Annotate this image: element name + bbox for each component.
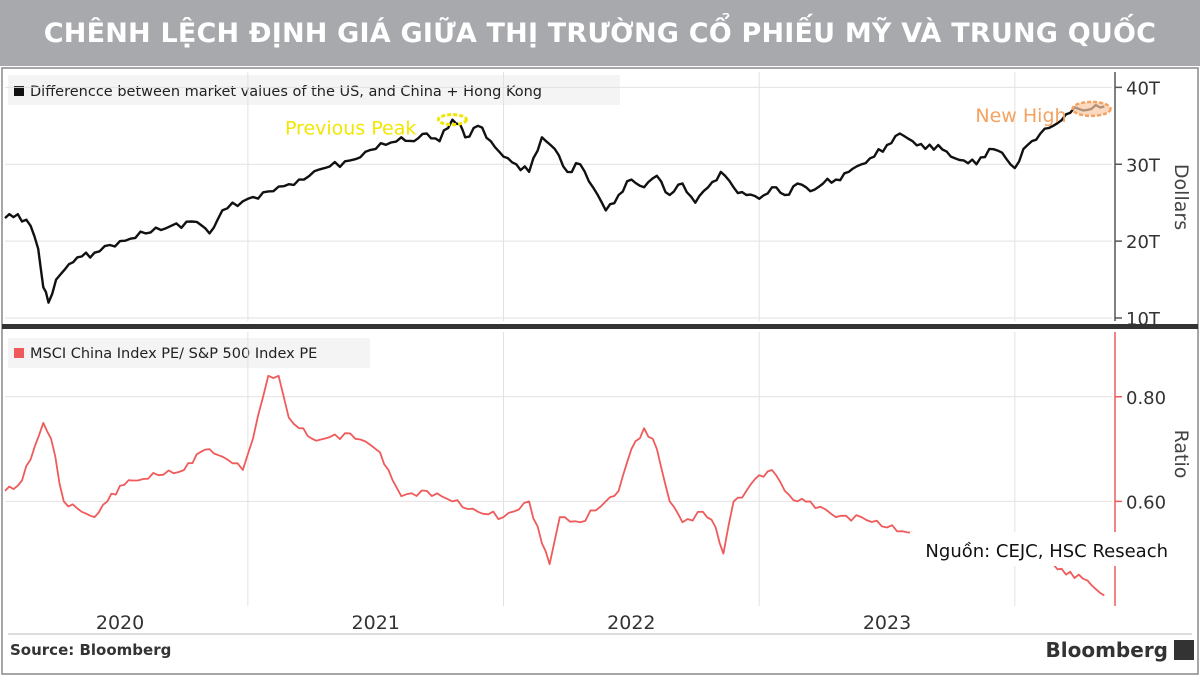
x-tick-label: 2023 bbox=[863, 612, 911, 634]
source-note: Nguồn: CEJC, HSC Reseach bbox=[925, 541, 1168, 562]
top-legend-label: Differencce between market values of the… bbox=[30, 84, 542, 100]
top-y-tick-label: 20T bbox=[1126, 232, 1161, 253]
top-y-tick-label: 30T bbox=[1126, 155, 1161, 176]
top-grid bbox=[5, 72, 1112, 321]
bloomberg-brand: Bloomberg bbox=[1046, 638, 1168, 662]
panel-separator bbox=[2, 324, 1198, 329]
bottom-y-tick-label: 0.60 bbox=[1126, 492, 1166, 513]
bottom-y-tick-label: 0.80 bbox=[1126, 388, 1166, 409]
top-y-axis-label: Dollars bbox=[1170, 164, 1192, 230]
bottom-legend-swatch bbox=[14, 348, 24, 358]
top-panel: Differencce between market values of the… bbox=[4, 72, 1192, 330]
bottom-panel: MSCI China Index PE/ S&P 500 Index PE 0.… bbox=[4, 332, 1192, 634]
bottom-y-axis-label: Ratio bbox=[1170, 430, 1192, 479]
top-y-tick-label: 40T bbox=[1126, 78, 1161, 99]
x-axis-ticks: 2020 2021 2022 2023 bbox=[96, 612, 911, 634]
page-title: CHÊNH LỆCH ĐỊNH GIÁ GIỮA THỊ TRƯỜNG CỔ P… bbox=[0, 0, 1200, 66]
bottom-legend-label: MSCI China Index PE/ S&P 500 Index PE bbox=[30, 346, 317, 362]
x-tick-label: 2022 bbox=[607, 612, 655, 634]
top-legend-box bbox=[8, 75, 620, 105]
top-legend-swatch bbox=[14, 86, 24, 96]
bloomberg-chart: Differencce between market values of the… bbox=[1, 67, 1199, 675]
bottom-legend-box bbox=[8, 338, 370, 368]
chart-frame bbox=[1, 67, 1199, 675]
bloomberg-logo-icon bbox=[1174, 640, 1194, 660]
previous-peak-marker bbox=[436, 113, 468, 127]
x-tick-label: 2021 bbox=[352, 612, 400, 634]
bottom-grid bbox=[5, 332, 1112, 606]
x-tick-label: 2020 bbox=[96, 612, 144, 634]
new-high-label: New High bbox=[975, 105, 1066, 127]
footer-source: Source: Bloomberg bbox=[10, 641, 171, 659]
source-note-box bbox=[910, 532, 1174, 566]
previous-peak-label: Previous Peak bbox=[285, 118, 416, 140]
bottom-y-ticks: 0.60 0.80 bbox=[1115, 388, 1166, 513]
new-high-marker bbox=[1071, 100, 1112, 118]
top-series-line bbox=[4, 103, 1105, 304]
